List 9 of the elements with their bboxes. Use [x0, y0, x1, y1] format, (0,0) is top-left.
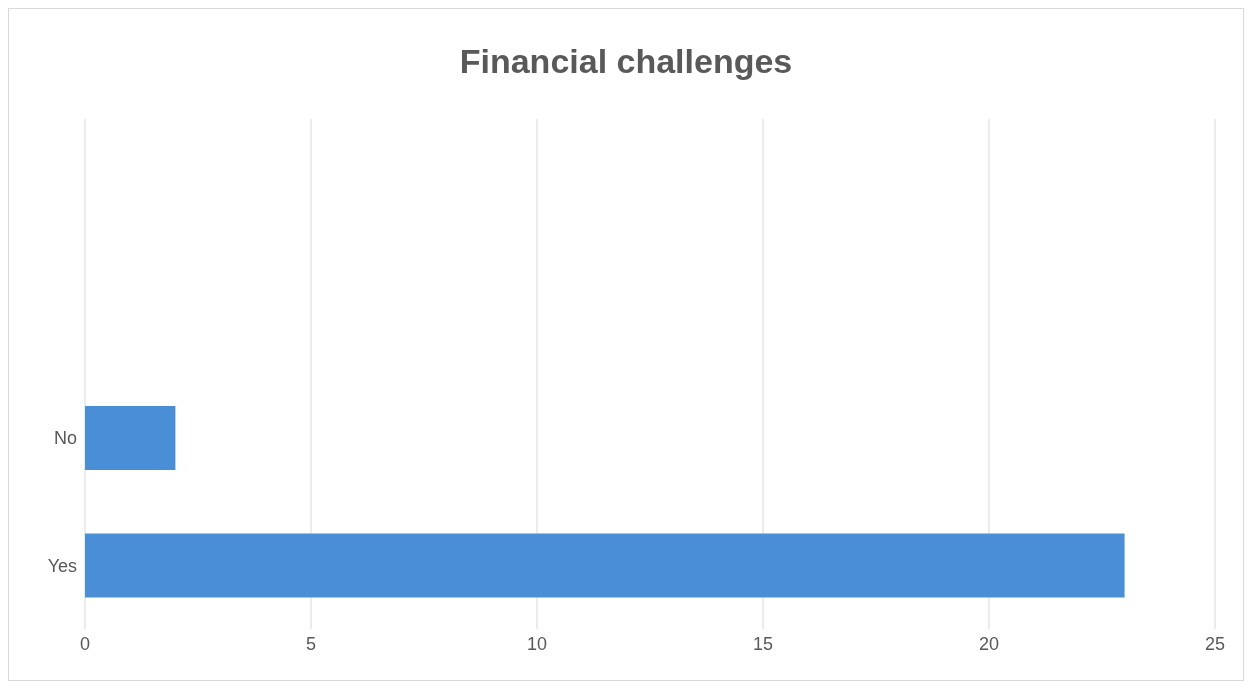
x-tick-label: 15 [752, 633, 774, 654]
x-tick-label: 0 [79, 633, 91, 654]
chart-title: Financial challenges [458, 41, 794, 80]
y-tick-label: No [53, 428, 77, 449]
y-tick-label: Yes [47, 555, 77, 576]
x-tick-label: 20 [978, 633, 1000, 654]
x-tick-label: 25 [1204, 633, 1226, 654]
x-tick-label: 10 [526, 633, 548, 654]
x-tick-label: 5 [305, 633, 317, 654]
